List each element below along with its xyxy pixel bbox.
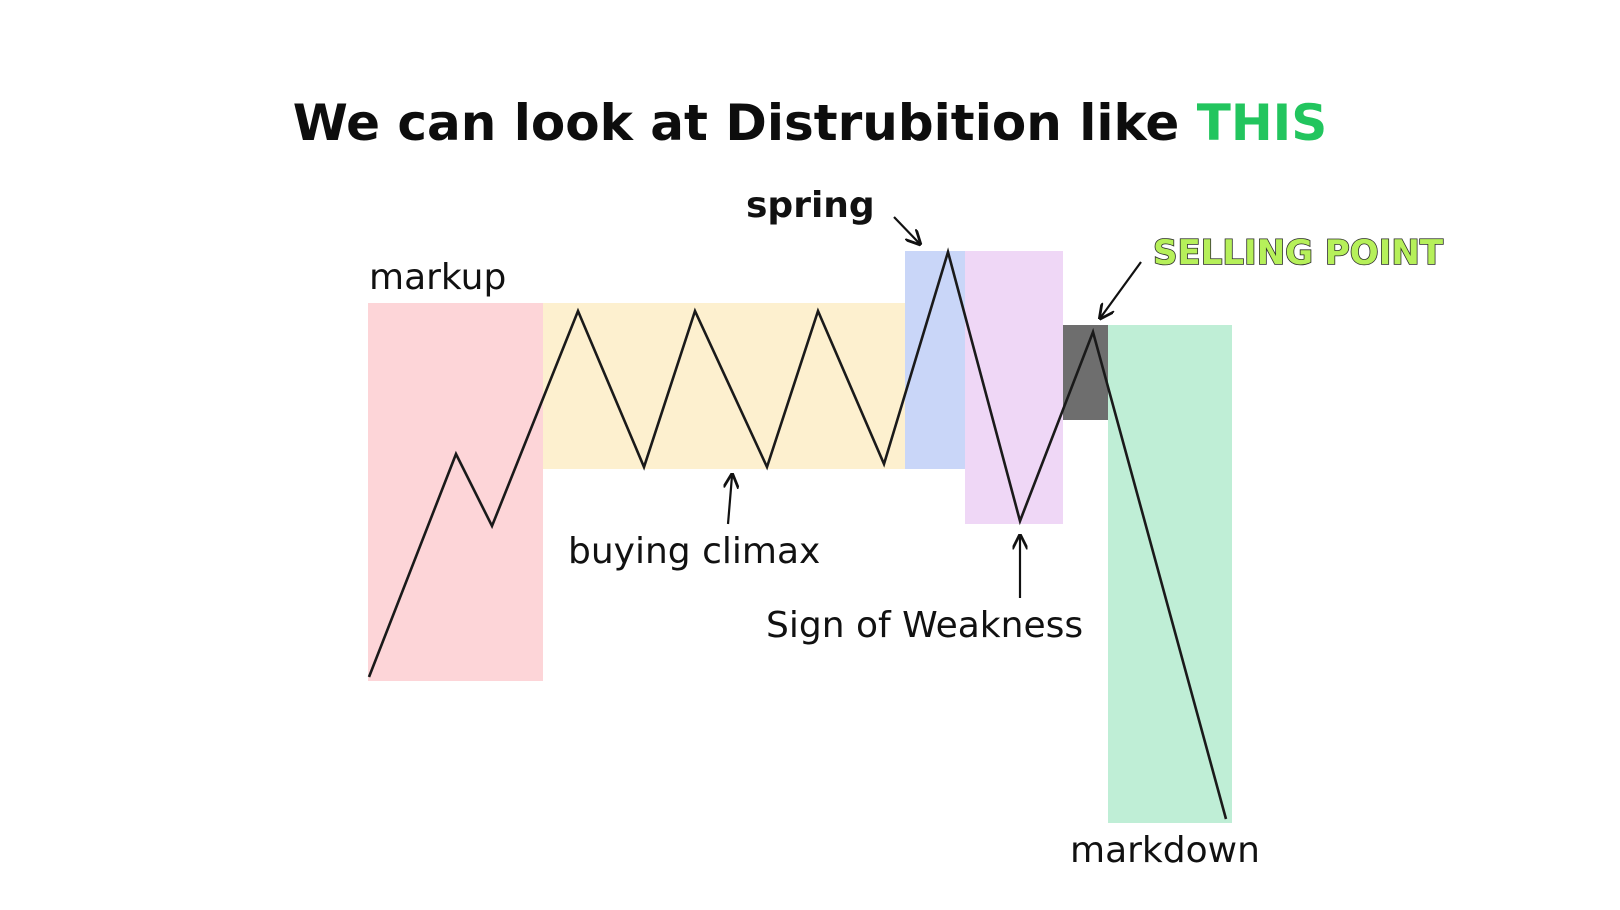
sign-of-weakness-label: Sign of Weakness — [766, 605, 1083, 646]
spring-label: spring — [746, 185, 875, 226]
buying-climax-label: buying climax — [568, 531, 820, 572]
title-highlight: THIS — [1197, 94, 1328, 152]
title-prefix: We can look at Distrubition like — [293, 94, 1197, 152]
selling-point-label: SELLING POINT — [1153, 233, 1444, 273]
markup-zone — [368, 303, 543, 681]
sign-of-weakness-zone — [965, 251, 1063, 524]
selling-point-zone — [1063, 325, 1108, 420]
page-title: We can look at Distrubition like THIS — [293, 94, 1328, 152]
markdown-zone — [1108, 325, 1232, 823]
trading-range-zone — [543, 303, 905, 469]
price-path — [367, 247, 1228, 820]
buying-climax-arrow-icon — [728, 476, 732, 525]
selling-point-arrow-icon — [1101, 261, 1142, 317]
spring-arrow-icon — [893, 216, 919, 243]
markup-label: markup — [369, 257, 506, 298]
markdown-label: markdown — [1070, 830, 1260, 871]
